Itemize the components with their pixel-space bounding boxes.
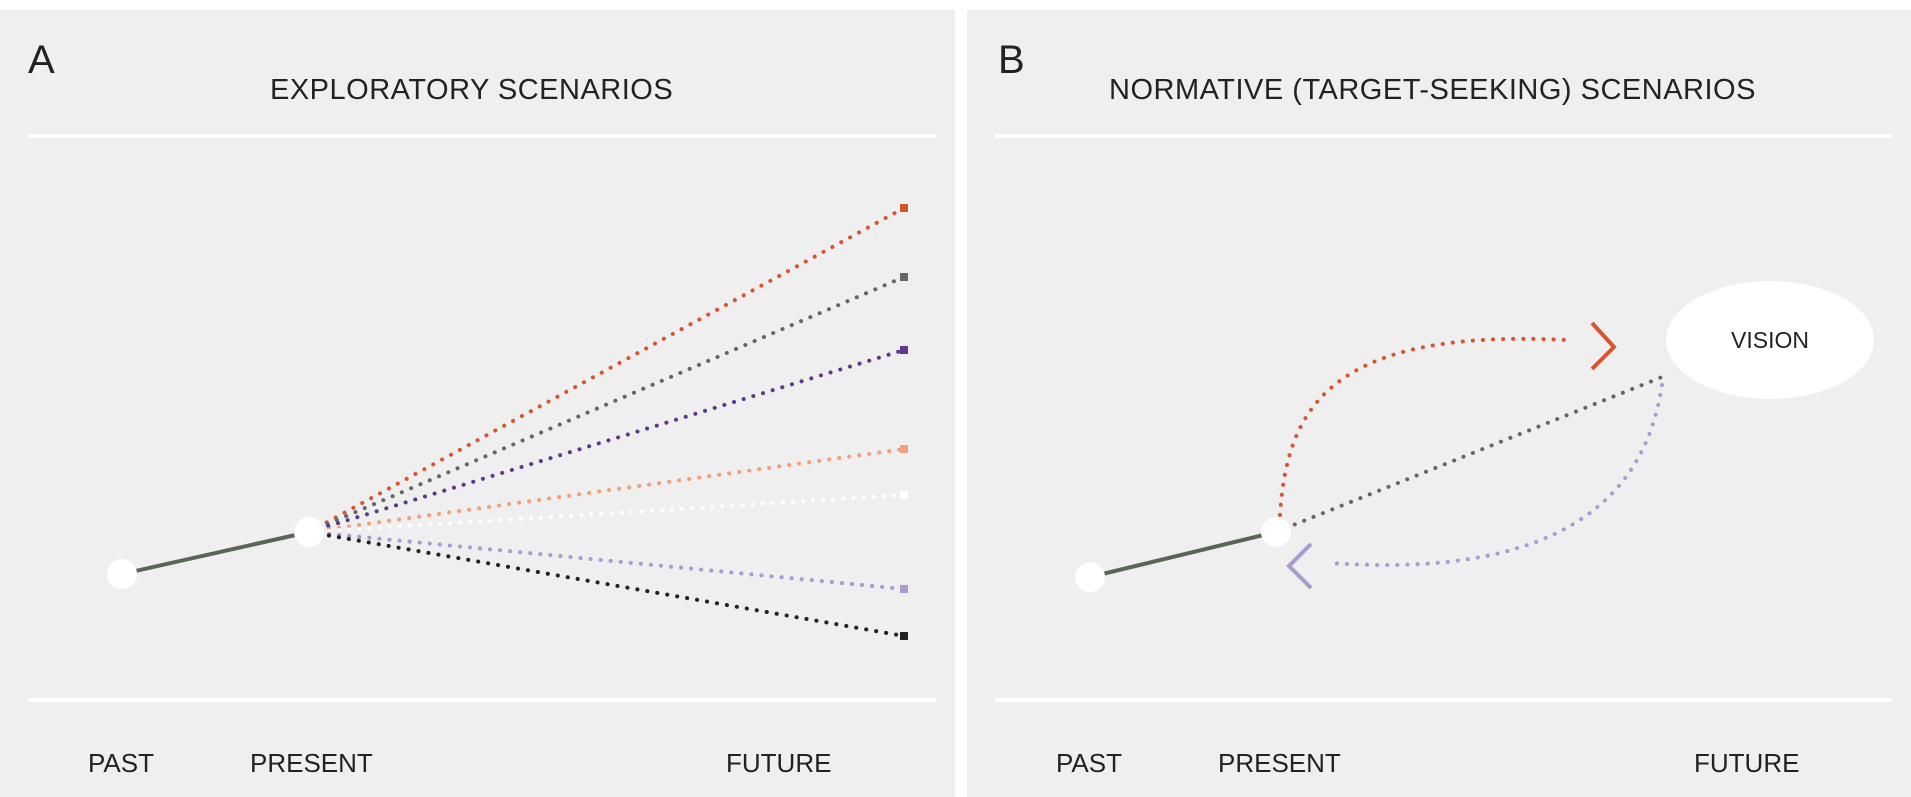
past-node xyxy=(107,559,137,589)
scenario-line xyxy=(307,447,906,534)
scenario-line xyxy=(307,275,906,534)
past-node xyxy=(1075,562,1105,592)
scenario-line xyxy=(307,530,906,591)
normative-diagram: VISION xyxy=(1075,281,1874,592)
present-node xyxy=(294,517,324,547)
scenario-endpoint xyxy=(900,632,908,640)
panel-a-letter: A xyxy=(28,38,55,82)
future-label: FUTURE xyxy=(1694,748,1800,778)
panel-a-title: EXPLORATORY SCENARIOS xyxy=(270,74,674,106)
top-rule xyxy=(28,134,936,138)
past-label: PAST xyxy=(88,748,154,778)
scenario-line xyxy=(307,530,906,638)
backcast-arrowhead xyxy=(1286,542,1313,590)
present-label: PRESENT xyxy=(250,748,373,778)
future-label: FUTURE xyxy=(726,748,832,778)
direct-path xyxy=(1274,373,1669,534)
panel-exploratory: A EXPLORATORY SCENARIOS PAST PRESENT FUT… xyxy=(0,10,955,797)
panel-normative: B NORMATIVE (TARGET-SEEKING) SCENARIOS V… xyxy=(967,10,1911,797)
scenario-endpoint xyxy=(900,585,908,593)
vision-ellipse xyxy=(1666,281,1874,399)
forward-path xyxy=(1278,336,1569,517)
scenario-endpoint xyxy=(900,346,908,354)
scenario-line xyxy=(307,493,906,534)
vision-label: VISION xyxy=(1731,327,1809,353)
present-node xyxy=(1261,517,1291,547)
scenario-endpoint xyxy=(900,445,908,453)
bottom-rule xyxy=(995,698,1892,702)
panel-b-title: NORMATIVE (TARGET-SEEKING) SCENARIOS xyxy=(1109,74,1756,106)
panel-b-letter: B xyxy=(998,38,1025,82)
scenario-line xyxy=(307,348,906,534)
scenario-endpoint xyxy=(900,491,908,499)
scenario-endpoint xyxy=(900,204,908,212)
top-rule xyxy=(995,134,1892,138)
scenario-endpoint xyxy=(900,273,908,281)
forward-arrowhead xyxy=(1590,321,1617,371)
present-label: PRESENT xyxy=(1218,748,1341,778)
exploratory-diagram xyxy=(107,204,908,640)
backcast-path xyxy=(1328,383,1664,567)
bottom-rule xyxy=(28,698,936,702)
scenario-line xyxy=(307,206,906,534)
past-label: PAST xyxy=(1056,748,1122,778)
past-to-present-line xyxy=(1089,530,1277,579)
past-to-present-line xyxy=(121,530,310,576)
